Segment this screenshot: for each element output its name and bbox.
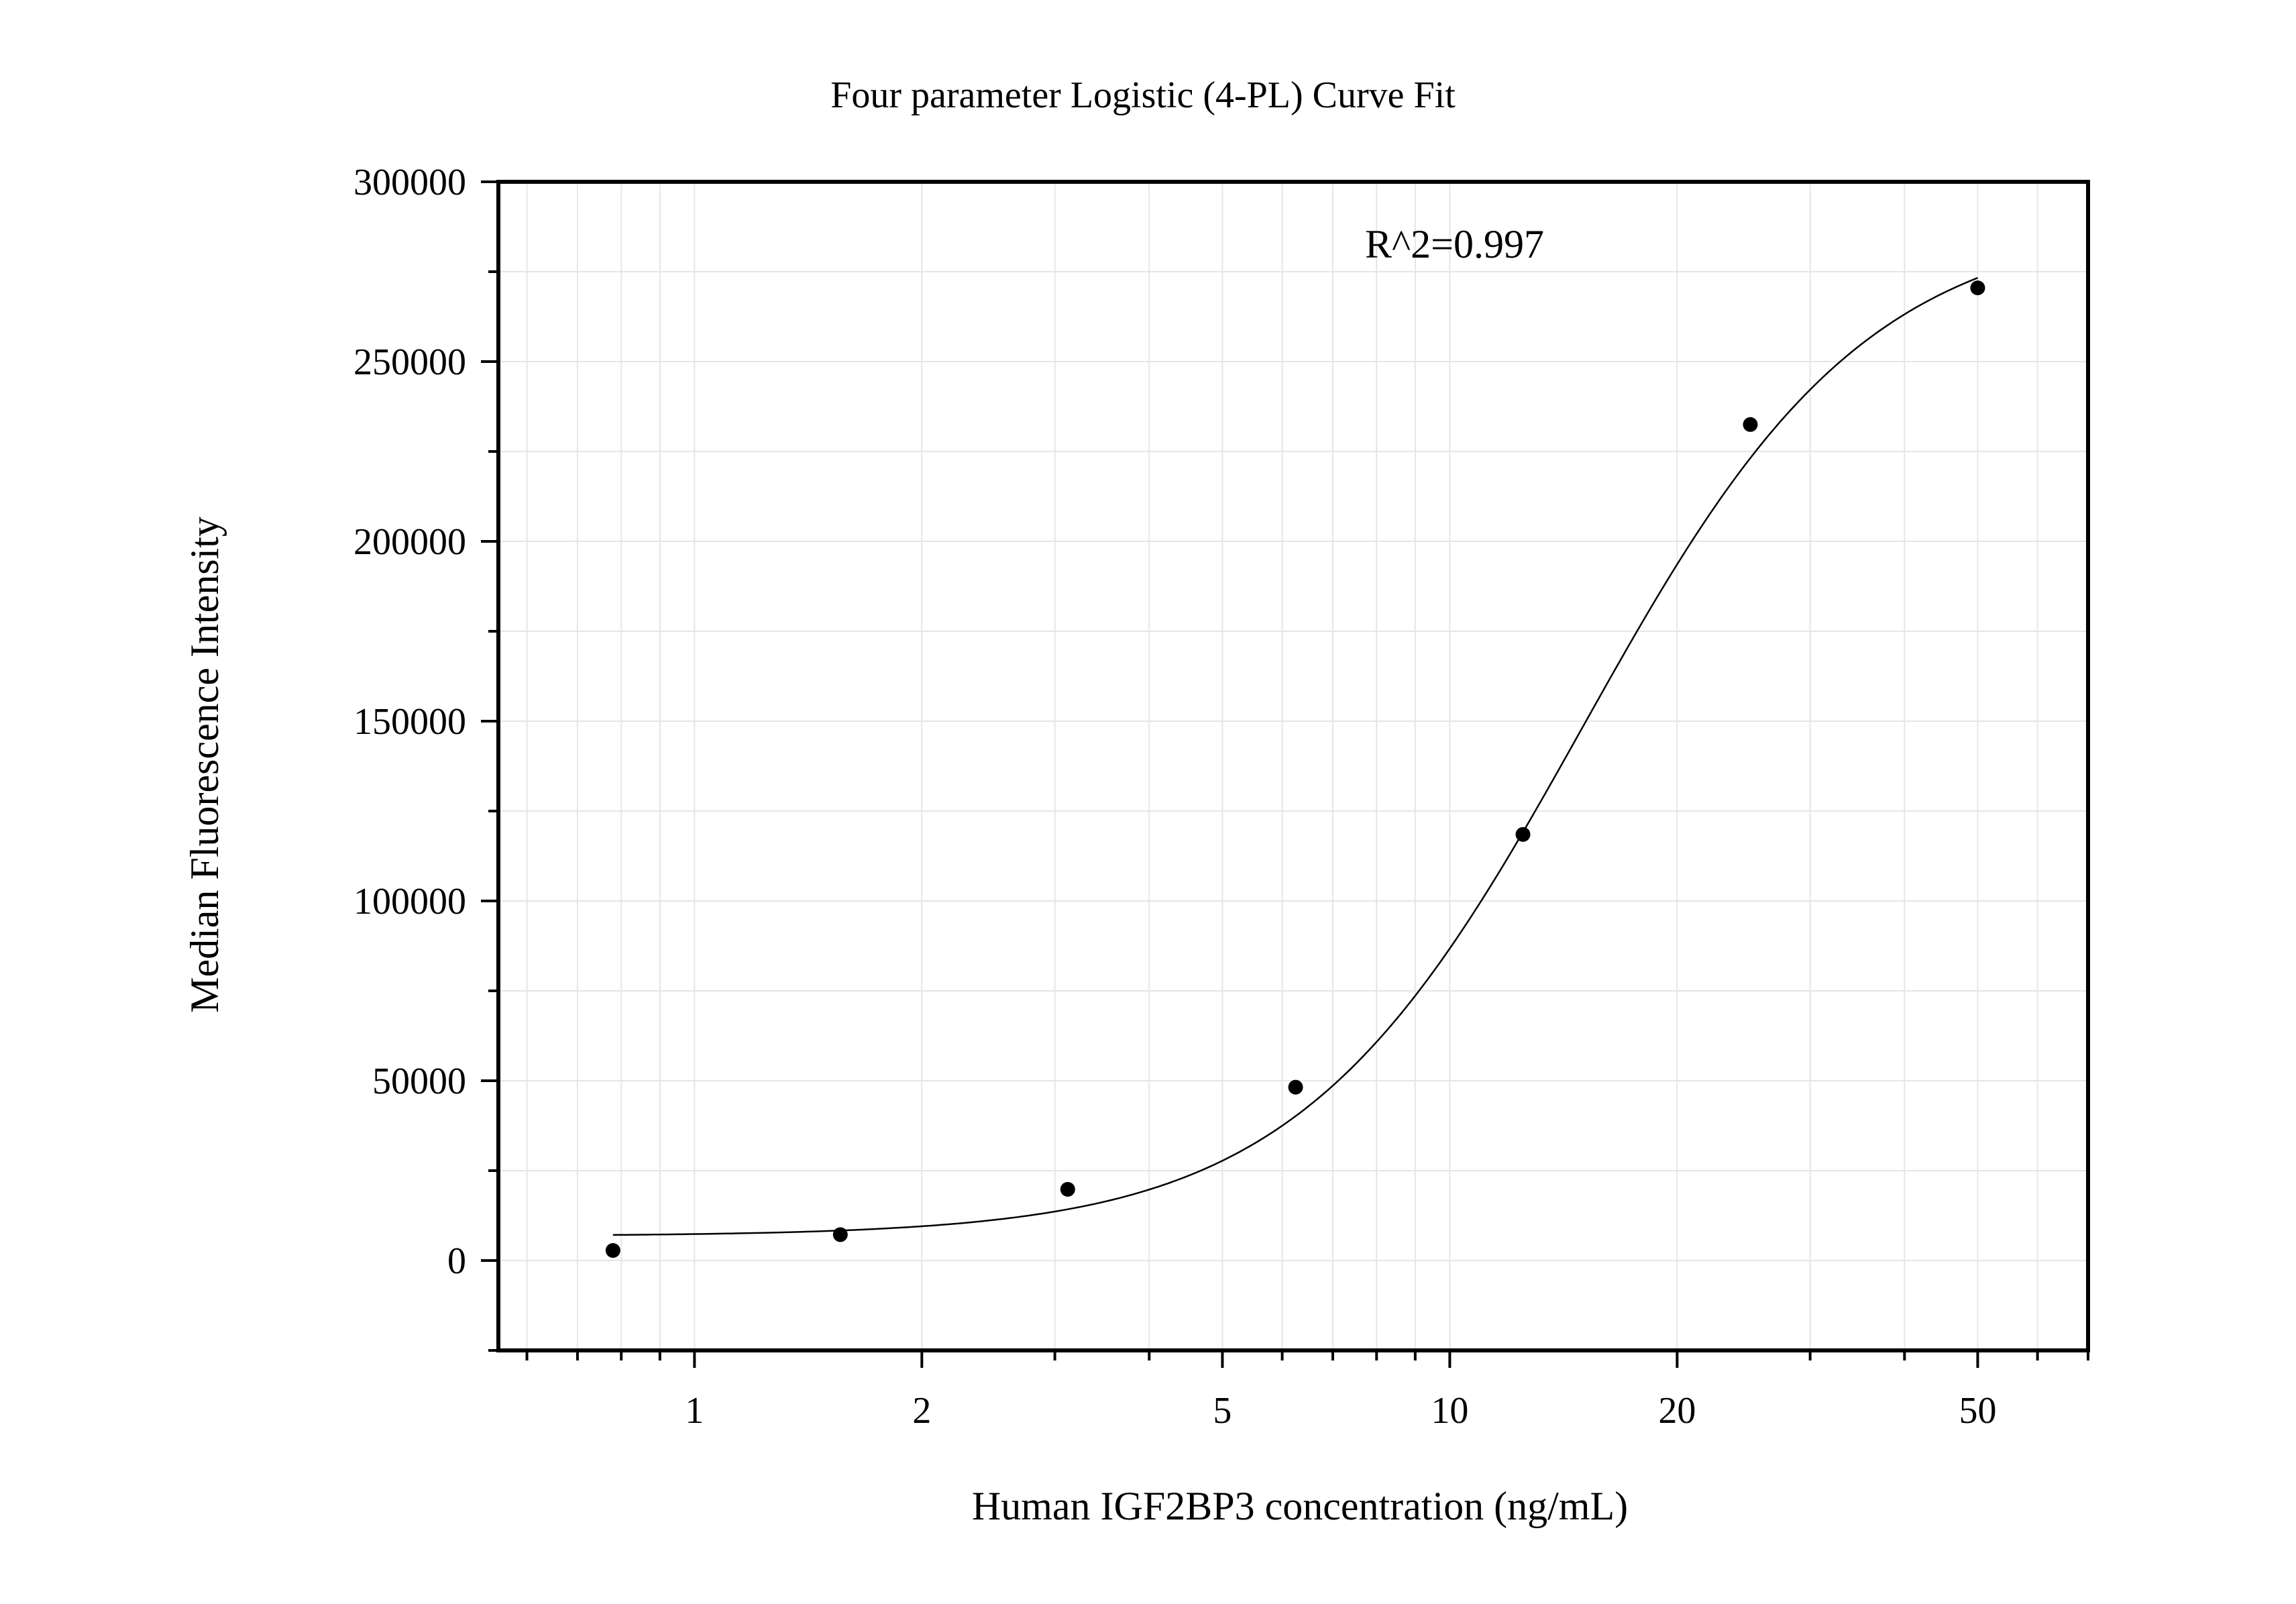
data-point xyxy=(1743,417,1758,432)
x-tick-label: 5 xyxy=(1213,1390,1232,1432)
data-point xyxy=(1060,1181,1075,1197)
x-tick-label: 20 xyxy=(1658,1390,1696,1432)
x-axis-title: Human IGF2BP3 concentration (ng/mL) xyxy=(972,1484,1628,1528)
data-point xyxy=(1970,280,1985,296)
chart-title: Four parameter Logistic (4-PL) Curve Fit xyxy=(830,74,1456,116)
y-tick-label: 150000 xyxy=(353,701,466,743)
x-tick-label: 1 xyxy=(685,1390,704,1432)
y-axis-title: Median Fluorescence Intensity xyxy=(182,517,227,1013)
y-tick-label: 250000 xyxy=(353,341,466,383)
x-tick-label: 50 xyxy=(1959,1390,1996,1432)
data-point xyxy=(1288,1079,1303,1095)
y-tick-label: 300000 xyxy=(353,162,466,203)
x-tick-label: 2 xyxy=(912,1390,931,1432)
x-tick-label: 10 xyxy=(1431,1390,1468,1432)
axes: 0 50000 100000 150000 200000 250000 300000 1 2 5 1… xyxy=(353,162,2090,1432)
data-point xyxy=(1515,826,1531,842)
y-tick-label: 200000 xyxy=(353,521,466,563)
y-tick-label: 50000 xyxy=(372,1061,466,1102)
plot-frame xyxy=(496,180,2090,1352)
r-squared-annotation: R^2=0.997 xyxy=(1365,222,1544,266)
y-tick-label: 0 xyxy=(447,1240,466,1282)
data-point xyxy=(832,1227,848,1242)
data-point xyxy=(605,1242,620,1258)
data-points xyxy=(605,280,1985,1258)
y-tick-label: 100000 xyxy=(353,881,466,922)
grid-lines xyxy=(498,181,2089,1351)
